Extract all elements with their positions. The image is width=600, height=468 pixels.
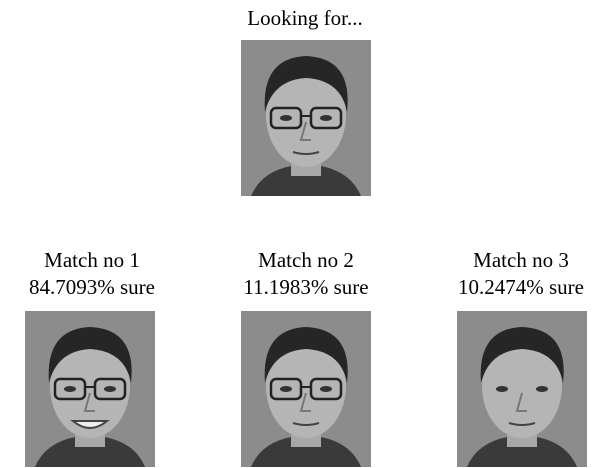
match-label: Match no 3 xyxy=(473,248,569,272)
match-confidence: 11.1983% sure xyxy=(243,275,368,299)
match-image xyxy=(241,311,371,467)
eye xyxy=(320,386,332,392)
match-label: Match no 2 xyxy=(258,248,354,272)
match-confidence: 84.7093% sure xyxy=(29,275,155,299)
eye xyxy=(280,115,292,121)
match-image xyxy=(457,311,587,467)
eye xyxy=(496,386,508,392)
eye xyxy=(64,386,76,392)
eye xyxy=(104,386,116,392)
eye xyxy=(536,386,548,392)
query-image xyxy=(241,40,371,196)
eye xyxy=(280,386,292,392)
eye xyxy=(320,115,332,121)
match-image xyxy=(25,311,155,467)
match-confidence: 10.2474% sure xyxy=(458,275,584,299)
match-label: Match no 1 xyxy=(44,248,140,272)
page: Looking for... Match no 1 84.7093% sure … xyxy=(0,0,600,468)
query-label: Looking for... xyxy=(247,6,363,30)
